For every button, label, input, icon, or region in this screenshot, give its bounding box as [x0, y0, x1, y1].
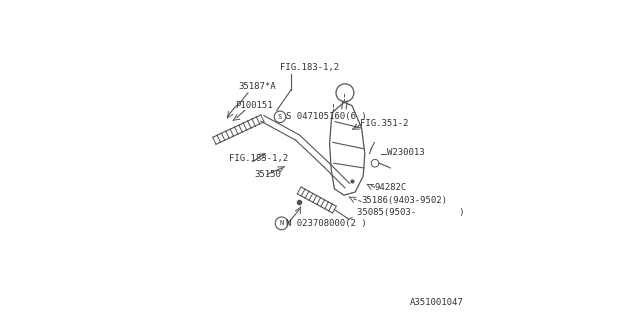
Text: 94282C: 94282C	[374, 183, 406, 192]
Text: FIG.183-1,2: FIG.183-1,2	[229, 154, 288, 163]
Text: W230013: W230013	[387, 148, 425, 156]
Text: 35150: 35150	[254, 170, 281, 179]
Text: FIG.183-1,2: FIG.183-1,2	[280, 63, 339, 72]
Text: S 047105160(6 ): S 047105160(6 )	[285, 112, 366, 121]
Text: N: N	[280, 220, 284, 226]
Text: S: S	[278, 114, 282, 120]
Text: N 023708000(2 ): N 023708000(2 )	[287, 219, 367, 228]
Text: A351001047: A351001047	[410, 298, 463, 307]
Text: 35187*A: 35187*A	[239, 82, 276, 91]
Text: 35186(9403-9502): 35186(9403-9502)	[362, 196, 447, 205]
Text: P100151: P100151	[236, 101, 273, 110]
Text: FIG.351-2: FIG.351-2	[360, 119, 408, 128]
Text: 35085(9503-        ): 35085(9503- )	[357, 208, 464, 217]
